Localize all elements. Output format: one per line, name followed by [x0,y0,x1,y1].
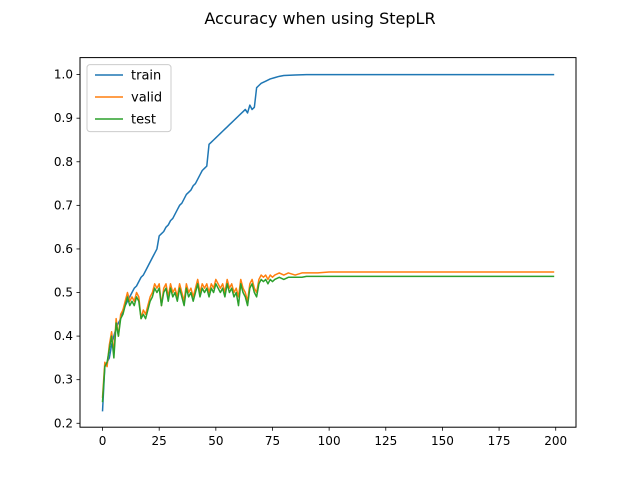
series-line-valid [101,271,555,398]
y-tick-label: 0.9 [54,111,73,125]
y-tick-label: 0.6 [54,242,73,256]
x-tick-label: 125 [374,434,397,448]
y-tick-label: 0.4 [54,329,73,343]
x-tick-label: 75 [265,434,280,448]
legend-box [86,64,172,133]
legend: train valid test [86,64,172,133]
series-line-test [101,275,555,403]
series-line-train [101,73,555,412]
x-tick-label: 100 [318,434,341,448]
axes-frame [79,57,577,428]
legend-label-test: test [131,113,156,128]
legend-label-valid: valid [131,91,162,106]
x-tick-label: 150 [431,434,454,448]
x-axis: 0 25 50 75 100 125 150 175 200 [99,427,567,448]
y-axis: 0.2 0.3 0.4 0.5 0.6 0.7 0.8 0.9 1.0 [54,68,80,430]
x-tick-label: 175 [488,434,511,448]
plot-area [101,73,555,412]
legend-label-train: train [131,69,161,84]
y-tick-label: 0.5 [54,286,73,300]
x-tick-label: 200 [544,434,567,448]
y-tick-label: 0.2 [54,416,73,430]
y-tick-label: 0.7 [54,198,73,212]
y-tick-label: 0.8 [54,155,73,169]
y-tick-label: 1.0 [54,68,73,82]
x-tick-label: 0 [99,434,107,448]
x-tick-label: 25 [152,434,167,448]
x-tick-label: 50 [208,434,223,448]
y-tick-label: 0.3 [54,373,73,387]
chart-title: Accuracy when using StepLR [204,9,435,28]
